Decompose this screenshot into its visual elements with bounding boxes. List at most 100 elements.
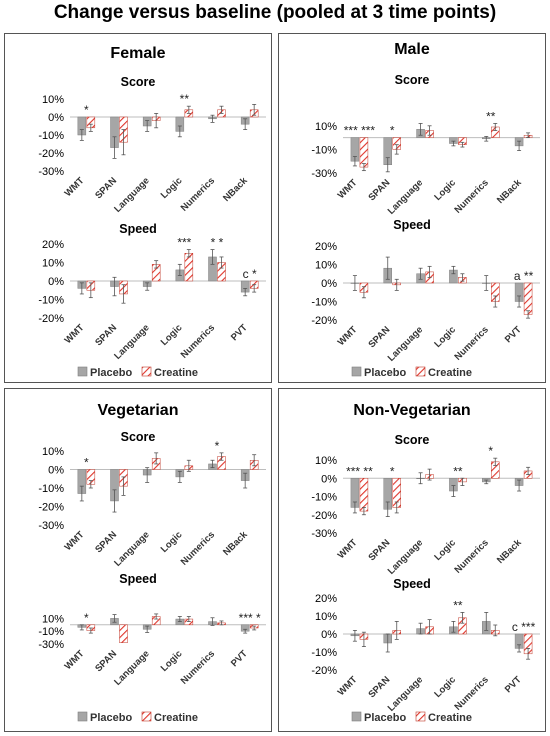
- x-tick-label: WMT: [336, 674, 360, 698]
- bar-creatine: [184, 253, 194, 282]
- legend-swatch-placebo: [351, 711, 362, 722]
- bar-creatine: [359, 137, 369, 168]
- x-tick-label: NBack: [221, 175, 250, 204]
- y-tick-label: -30%: [38, 639, 64, 651]
- speed-subtitle: Speed: [119, 222, 157, 236]
- speed-subtitle: Speed: [393, 577, 431, 591]
- y-tick-label: -10%: [311, 297, 337, 309]
- x-tick-label: SPAN: [366, 674, 392, 700]
- y-tick-label: -20%: [38, 502, 64, 514]
- x-tick-label: Language: [386, 537, 426, 577]
- y-tick-label: -10%: [38, 130, 64, 142]
- x-tick-label: SPAN: [93, 175, 119, 201]
- y-tick-label: 10%: [315, 455, 337, 467]
- x-tick-label: NBack: [495, 537, 524, 566]
- y-tick-label: -20%: [38, 313, 64, 325]
- y-tick-label: -30%: [38, 166, 64, 178]
- x-tick-label: WMT: [63, 529, 87, 553]
- legend-label-creatine: Creatine: [428, 367, 472, 379]
- x-tick-label: Language: [386, 674, 426, 714]
- significance-marker: **: [180, 92, 190, 106]
- y-tick-label: 10%: [42, 258, 64, 270]
- y-tick-label: 10%: [315, 611, 337, 623]
- x-tick-label: NBack: [495, 177, 524, 206]
- x-tick-label: NBack: [221, 529, 250, 558]
- significance-marker: * *: [211, 236, 224, 250]
- figure-title: Change versus baseline (pooled at 3 time…: [53, 2, 497, 23]
- x-tick-label: WMT: [63, 322, 87, 346]
- significance-marker: **: [453, 598, 463, 612]
- x-tick-label: SPAN: [366, 324, 392, 350]
- panel-title: Female: [110, 45, 165, 62]
- x-tick-label: SPAN: [93, 529, 119, 555]
- y-tick-label: 10%: [315, 121, 337, 133]
- x-tick-label: Numerics: [452, 537, 490, 575]
- bar-creatine: [119, 624, 128, 643]
- x-tick-label: Language: [386, 324, 426, 364]
- significance-marker: *: [215, 439, 220, 453]
- legend-swatch-creatine: [141, 711, 152, 722]
- y-tick-label: -10%: [311, 144, 337, 156]
- x-tick-label: Language: [112, 648, 152, 688]
- y-tick-label: 0%: [48, 465, 64, 477]
- x-tick-label: WMT: [336, 537, 360, 561]
- y-tick-label: -30%: [311, 528, 337, 540]
- significance-marker: *: [84, 103, 89, 117]
- significance-marker: *** ***: [344, 124, 376, 138]
- significance-marker: *: [84, 611, 89, 625]
- y-tick-label: -10%: [311, 492, 337, 504]
- y-tick-label: -10%: [38, 626, 64, 638]
- legend-label-creatine: Creatine: [154, 712, 198, 724]
- y-tick-label: 0%: [321, 473, 337, 485]
- panel-title: Male: [394, 41, 430, 58]
- legend-swatch-creatine: [141, 366, 152, 377]
- bar-creatine: [523, 282, 533, 315]
- legend-label-placebo: Placebo: [90, 712, 132, 724]
- legend-swatch-placebo: [77, 711, 88, 722]
- panel-male: [278, 33, 546, 383]
- y-tick-label: -10%: [38, 295, 64, 307]
- y-tick-label: 10%: [315, 260, 337, 272]
- y-tick-label: 0%: [321, 629, 337, 641]
- legend-swatch-placebo: [351, 366, 362, 377]
- y-tick-label: -30%: [311, 168, 337, 180]
- y-tick-label: 20%: [315, 241, 337, 253]
- x-tick-label: Logic: [159, 648, 185, 674]
- x-tick-label: Language: [112, 322, 152, 362]
- x-tick-label: SPAN: [366, 177, 392, 203]
- x-tick-label: WMT: [63, 648, 87, 672]
- score-subtitle: Score: [121, 430, 156, 444]
- significance-marker: *** *: [239, 611, 261, 625]
- x-tick-label: Numerics: [179, 529, 217, 567]
- legend-swatch-placebo: [77, 366, 88, 377]
- x-tick-label: Language: [386, 177, 426, 217]
- x-tick-label: WMT: [63, 175, 87, 199]
- significance-marker: c *: [243, 267, 257, 281]
- significance-marker: **: [486, 109, 496, 123]
- legend-label-placebo: Placebo: [90, 367, 132, 379]
- y-tick-label: 0%: [48, 112, 64, 124]
- x-tick-label: Logic: [432, 177, 458, 203]
- x-tick-label: Language: [112, 175, 152, 215]
- x-tick-label: PVT: [229, 648, 250, 669]
- y-tick-label: 0%: [321, 278, 337, 290]
- y-tick-label: -10%: [38, 483, 64, 495]
- x-tick-label: PVT: [229, 322, 250, 343]
- y-tick-label: -20%: [38, 148, 64, 160]
- y-tick-label: -20%: [311, 665, 337, 677]
- legend-swatch-creatine: [415, 366, 426, 377]
- score-subtitle: Score: [395, 73, 430, 87]
- legend-label-placebo: Placebo: [364, 367, 406, 379]
- x-tick-label: Logic: [432, 674, 458, 700]
- y-tick-label: 10%: [42, 94, 64, 106]
- y-tick-label: 10%: [42, 446, 64, 458]
- x-tick-label: PVT: [503, 324, 524, 345]
- bar-creatine: [359, 478, 369, 512]
- x-tick-label: Numerics: [179, 322, 217, 360]
- y-tick-label: -20%: [311, 510, 337, 522]
- y-tick-label: 0%: [48, 276, 64, 288]
- speed-subtitle: Speed: [393, 218, 431, 232]
- x-tick-label: Numerics: [452, 324, 490, 362]
- x-tick-label: WMT: [336, 177, 360, 201]
- score-subtitle: Score: [121, 75, 156, 89]
